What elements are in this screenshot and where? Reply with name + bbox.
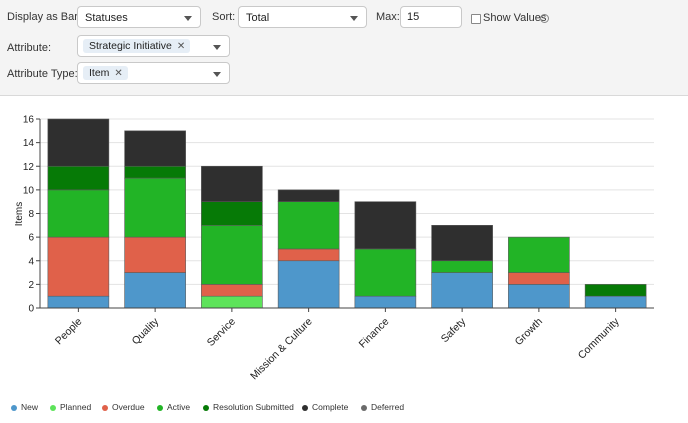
y-tick-label: 14 (23, 138, 35, 149)
x-tick-label: Growth (513, 316, 546, 349)
legend-item[interactable]: Overdue (102, 402, 145, 412)
sort-label: Sort: (212, 11, 236, 23)
legend-label: Resolution Submitted (213, 402, 294, 412)
bars (47, 118, 647, 309)
bar-segment (124, 130, 186, 167)
y-tick-label: 2 (28, 280, 34, 291)
legend-swatch (50, 404, 56, 411)
y-tick-label: 8 (28, 209, 34, 220)
bar-segment (431, 272, 493, 309)
bar-segment (47, 165, 110, 191)
bar-segment (431, 225, 493, 262)
bar-segment (277, 248, 340, 262)
bar-segment (201, 201, 263, 226)
bar-segment (47, 189, 110, 238)
max-input[interactable] (400, 6, 462, 28)
y-tick-label: 4 (28, 256, 34, 267)
legend-item[interactable]: Active (157, 402, 190, 412)
legend-swatch (102, 404, 108, 411)
legend-label: New (21, 402, 39, 412)
attribute-type-label: Attribute Type: (7, 68, 78, 80)
x-tick-label: Mission & Culture (248, 316, 315, 383)
attribute-label: Attribute: (7, 42, 52, 54)
bar-segment (124, 236, 186, 273)
legend-label: Active (167, 402, 191, 412)
y-tick-label: 0 (28, 304, 34, 315)
attribute-type-chip: Item ✕ (83, 66, 128, 80)
y-tick-label: 16 (23, 115, 35, 126)
bar-segment (508, 236, 570, 273)
info-icon[interactable]: i (540, 14, 549, 23)
legend-label: Complete (312, 402, 349, 412)
attribute-type-chip-label: Item (89, 67, 110, 79)
sort-select[interactable]: Total (238, 6, 367, 28)
attribute-chip: Strategic Initiative ✕ (83, 39, 191, 53)
legend-item[interactable]: Deferred (361, 402, 404, 412)
legend-swatch (361, 404, 367, 411)
y-tick-label: 6 (28, 233, 34, 244)
chevron-down-icon (184, 16, 192, 21)
x-tick-label: Safety (439, 315, 469, 345)
legend-swatch (302, 404, 308, 411)
legend-swatch (11, 404, 17, 411)
x-tick-label: Service (205, 316, 238, 349)
sort-value: Total (246, 12, 270, 24)
display-as-bar-value: Statuses (85, 12, 128, 24)
bar-segment (354, 201, 417, 250)
bar-segment (201, 225, 263, 285)
bar-segment (354, 295, 417, 309)
bar-segment (354, 248, 417, 297)
legend-swatch (157, 404, 163, 411)
bar-segment (47, 295, 110, 309)
legend-item[interactable]: Complete (302, 402, 348, 412)
y-tick-label: 12 (23, 162, 35, 173)
legend-swatch (203, 404, 209, 411)
display-as-bar-label: Display as Bar: (7, 11, 81, 23)
close-icon[interactable]: ✕ (176, 41, 186, 52)
legend-label: Planned (60, 402, 92, 412)
bar-segment (277, 189, 340, 202)
bar-segment (508, 284, 570, 309)
bar-segment (277, 201, 340, 250)
attribute-select[interactable]: Strategic Initiative ✕ (77, 35, 230, 57)
show-values-label[interactable]: Show Values (483, 12, 547, 24)
bar-segment (584, 295, 647, 309)
y-axis-label: Items (14, 202, 25, 226)
filter-panel: Display as Bar: Statuses Sort: Total Max… (0, 0, 688, 96)
legend-item[interactable]: Resolution Submitted (203, 402, 294, 412)
y-tick-label: 10 (23, 185, 35, 196)
bar-segment (47, 236, 110, 297)
max-label: Max: (376, 11, 400, 23)
bar-segment (124, 177, 186, 238)
attribute-type-select[interactable]: Item ✕ (77, 62, 230, 84)
legend-item[interactable]: Planned (50, 402, 91, 412)
legend-label: Deferred (371, 402, 405, 412)
bar-segment (277, 260, 340, 309)
attribute-chip-label: Strategic Initiative (89, 40, 172, 52)
bar-segment (124, 272, 186, 309)
bar-segment (201, 295, 263, 309)
chevron-down-icon (213, 72, 221, 77)
close-icon[interactable]: ✕ (114, 68, 123, 79)
bar-segment (124, 165, 186, 179)
x-tick-label: Community (576, 315, 623, 362)
chevron-down-icon (350, 16, 358, 21)
show-values-checkbox[interactable] (471, 14, 481, 24)
bar-segment (431, 260, 493, 273)
x-tick-label: Finance (357, 316, 392, 351)
bar-segment (508, 272, 570, 285)
x-tick-label: People (53, 316, 85, 348)
bar-segment (201, 284, 263, 297)
legend-item[interactable]: New (11, 402, 38, 412)
display-as-bar-select[interactable]: Statuses (77, 6, 201, 28)
x-tick-label: Quality (130, 315, 162, 347)
chevron-down-icon (213, 45, 221, 50)
bar-segment (47, 118, 110, 167)
bar-segment (201, 165, 263, 202)
legend-label: Overdue (112, 402, 145, 412)
bar-segment (584, 284, 647, 297)
